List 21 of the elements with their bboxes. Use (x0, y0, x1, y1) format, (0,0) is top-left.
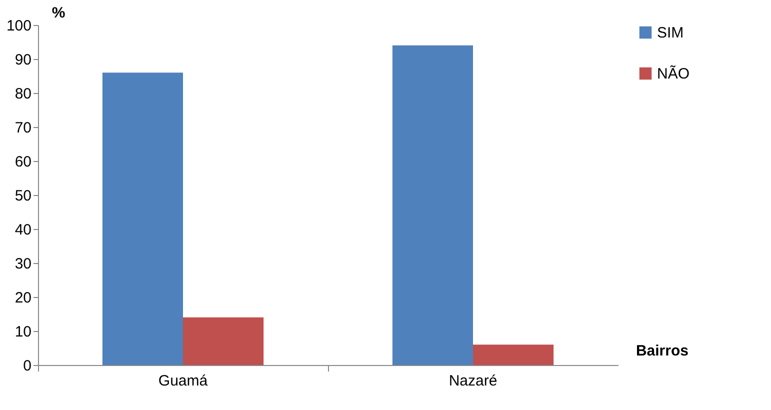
y-tick-label: 20 (14, 290, 32, 306)
y-tick-label: 0 (23, 358, 32, 374)
y-tick-label: 60 (14, 154, 32, 170)
y-tick-label: 100 (6, 18, 32, 34)
y-tick-label: 80 (14, 86, 32, 102)
x-axis-title: Bairros (636, 342, 688, 360)
y-tick-label: 40 (14, 222, 32, 238)
legend-label: SIM (657, 24, 684, 42)
bar (473, 344, 554, 365)
y-tick-label: 10 (14, 324, 32, 340)
bar (392, 45, 473, 365)
bar (102, 72, 183, 365)
y-tick-label: 90 (14, 52, 32, 68)
x-tick-label: Guamá (158, 372, 208, 390)
x-tick-label: Nazaré (448, 372, 498, 390)
y-tick-label: 50 (14, 188, 32, 204)
y-tick-label: 70 (14, 120, 32, 136)
legend-label: NÃO (657, 64, 690, 82)
y-tick-label: 30 (14, 256, 32, 272)
y-axis-title: % (52, 4, 66, 22)
bar (183, 317, 264, 365)
